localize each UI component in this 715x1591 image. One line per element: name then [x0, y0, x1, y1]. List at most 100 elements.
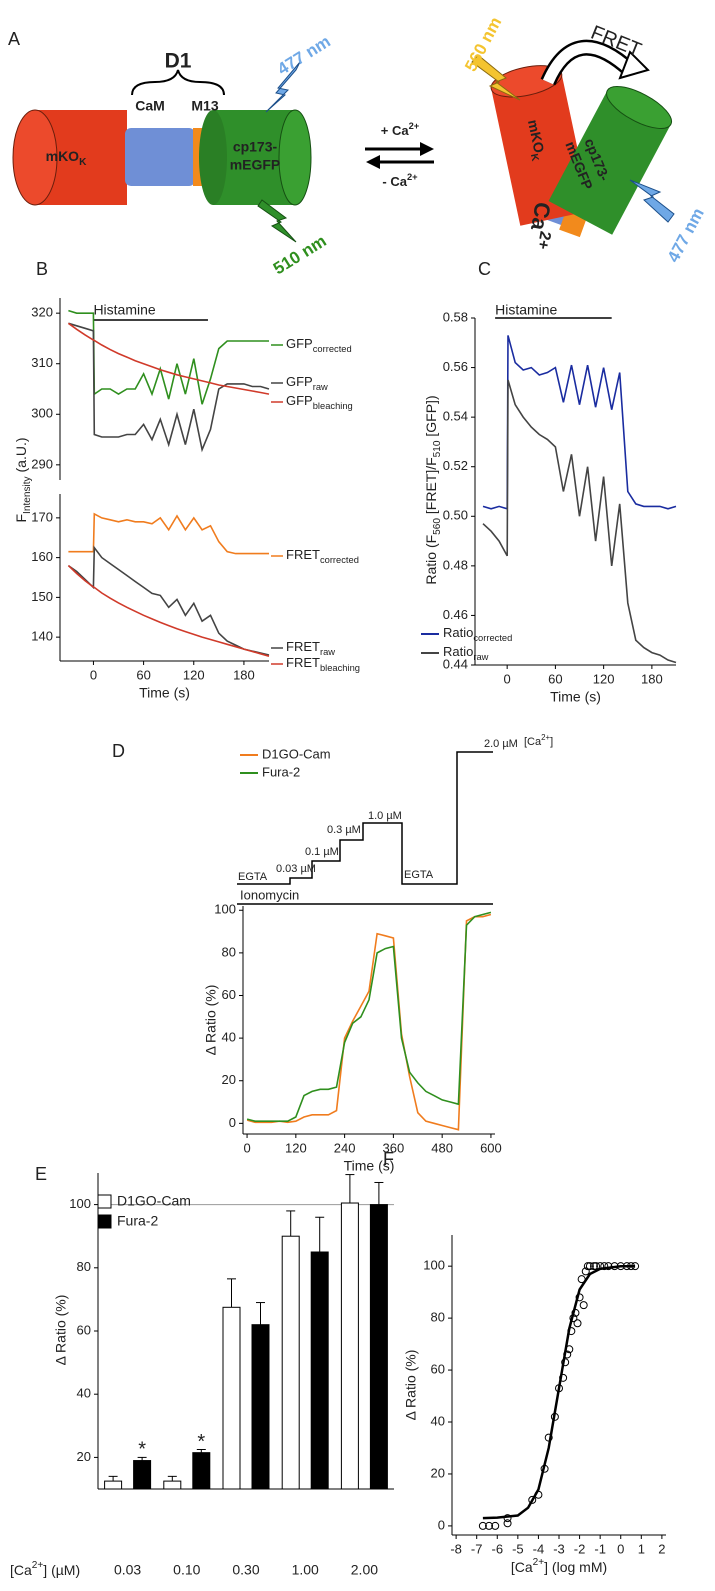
- label-sub: bleaching: [320, 663, 360, 673]
- legend-label: GFPbleaching: [286, 393, 353, 411]
- bar: [310, 1251, 329, 1490]
- label-text: Ca: [526, 200, 556, 233]
- label-text: GFP: [286, 393, 313, 408]
- y-tick-label: 0.50: [443, 508, 468, 523]
- x-axis-label: Time (s): [550, 689, 601, 705]
- label-text: mKO: [525, 118, 548, 154]
- bolt: [629, 179, 675, 223]
- x-tick-label: 0: [504, 671, 511, 686]
- x-tick-label: 60: [548, 671, 562, 686]
- y-tick-label: 60: [431, 1362, 445, 1377]
- x-tick-label: -5: [512, 1541, 524, 1556]
- series-line: [68, 309, 269, 405]
- data-point: [583, 1262, 592, 1271]
- label-sub: Intensity: [22, 475, 33, 513]
- label-text: ] (log mM): [544, 1559, 607, 1575]
- data-point: [478, 1521, 487, 1530]
- panel-label: E: [35, 1164, 47, 1184]
- panel-label: D: [112, 741, 125, 761]
- y-tick-label: 20: [222, 1072, 236, 1087]
- legend-swatch: [97, 1194, 112, 1209]
- x-tick-label: -7: [471, 1541, 483, 1556]
- label-sup: 2+: [533, 1557, 545, 1568]
- label-text: [FRET]/F: [423, 457, 439, 518]
- cam-block: [125, 128, 195, 186]
- label-text: FRET: [286, 547, 320, 562]
- x-tick-label: 1.00: [292, 1562, 319, 1578]
- x-tick-label: 360: [383, 1140, 405, 1155]
- y-tick-label: 0.52: [443, 458, 468, 473]
- x-tick-label: -1: [594, 1541, 606, 1556]
- label-sub: 560: [432, 518, 443, 535]
- label-text: ] (µM): [43, 1562, 80, 1578]
- x-tick-label: 2: [658, 1541, 665, 1556]
- label-sup: 2+: [407, 172, 418, 182]
- series-line: [246, 913, 492, 1131]
- condition: - Ca2+: [382, 172, 418, 189]
- legend-label: GFPraw: [286, 374, 328, 392]
- x-axis-label: Time (s): [139, 685, 190, 701]
- label-text: Ratio: [443, 644, 473, 659]
- panel-label: F: [383, 1149, 394, 1169]
- y-tick-label: 0.58: [443, 309, 468, 324]
- x-tick-label: 0.03: [114, 1562, 141, 1578]
- protocol-label: EGTA: [404, 869, 434, 881]
- x-tick-label: 60: [136, 667, 150, 682]
- label-text: + Ca: [381, 123, 410, 138]
- series-line: [68, 512, 269, 555]
- x-tick-label: 120: [593, 671, 615, 686]
- y-tick-label: 0.48: [443, 557, 468, 572]
- label-sub: raw: [313, 382, 328, 392]
- legend-swatch: [97, 1214, 112, 1229]
- cam-label: CaM: [135, 98, 165, 114]
- label-sub: raw: [320, 647, 335, 657]
- y-tick-label: 170: [31, 509, 53, 524]
- data-point: [581, 1267, 590, 1276]
- bar: [369, 1204, 388, 1490]
- label-text: ]: [550, 736, 553, 748]
- gfp-end: [278, 109, 312, 206]
- y-tick-label: 60: [77, 1322, 91, 1337]
- x-tick-label: 600: [480, 1140, 502, 1155]
- series-line: [68, 322, 270, 453]
- legend-label: FRETcorrected: [286, 547, 359, 565]
- y-tick-label: 80: [431, 1310, 445, 1325]
- y-axis-label: FIntensity (a.U.): [13, 438, 33, 523]
- y-tick-label: 0.44: [443, 656, 468, 671]
- legend-label: FRETraw: [286, 639, 335, 657]
- y-tick-label: 80: [222, 944, 236, 959]
- data-point: [491, 1521, 500, 1530]
- panel-a: A D1 CaM M13 477 nm 510 nm mKOK cp173- m…: [8, 14, 708, 278]
- stimulus-label: Histamine: [93, 302, 155, 318]
- x-tick-label: -3: [553, 1541, 565, 1556]
- label-text: [Ca: [511, 1559, 533, 1575]
- x-axis-label: [Ca2+] (µM): [10, 1560, 80, 1578]
- label-sub: corrected: [473, 633, 512, 643]
- label-text: Ratio (F: [423, 535, 439, 585]
- mko-label: mKOK: [46, 148, 87, 168]
- data-point: [579, 1301, 588, 1310]
- y-tick-label: 160: [31, 549, 53, 564]
- gfp-end: [199, 110, 227, 205]
- gfp-cylinder: [548, 90, 671, 235]
- y-tick-label: 300: [31, 406, 53, 421]
- x-tick-label: 120: [285, 1140, 307, 1155]
- legend-label: GFPcorrected: [286, 336, 352, 354]
- data-point: [589, 1262, 598, 1271]
- x-tick-label: 2.00: [351, 1562, 378, 1578]
- m13-label: M13: [191, 98, 218, 114]
- y-tick-label: 100: [214, 902, 236, 917]
- label-text: mKO: [46, 148, 80, 164]
- y-tick-label: 100: [69, 1196, 91, 1211]
- y-axis-label: Δ Ratio (%): [403, 1350, 419, 1421]
- label-text: [Ca: [524, 736, 542, 748]
- x-tick-label: -6: [491, 1541, 503, 1556]
- label-text: [GFP]): [423, 395, 439, 440]
- arrowhead: [366, 155, 380, 169]
- legend-label: D1GO-Cam: [262, 746, 331, 761]
- bar: [281, 1235, 300, 1490]
- bar: [192, 1452, 211, 1490]
- bolt: [471, 54, 521, 101]
- label-text: FRET: [286, 655, 320, 670]
